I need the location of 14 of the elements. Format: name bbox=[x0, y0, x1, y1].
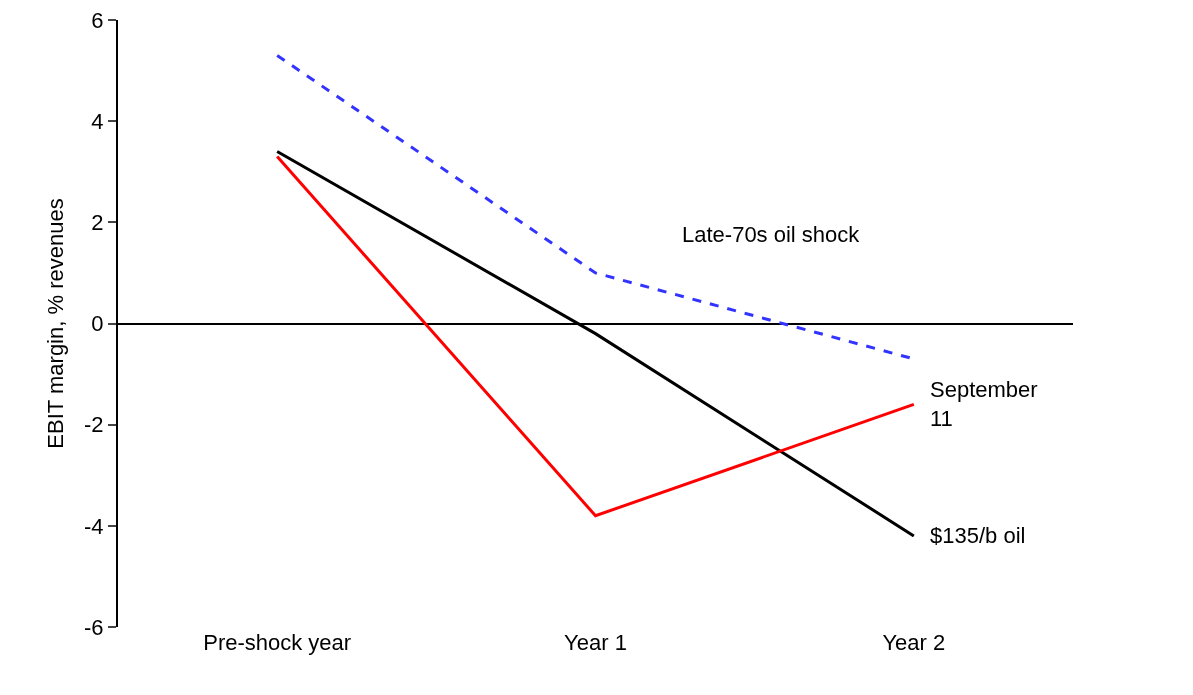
series-label: September 11 bbox=[930, 377, 1038, 431]
y-tick-label: 4 bbox=[91, 108, 104, 134]
series-label: $135/b oil bbox=[930, 523, 1026, 548]
y-tick-label: -6 bbox=[84, 614, 104, 640]
y-tick-label: 2 bbox=[91, 210, 104, 236]
x-tick-label: Year 2 bbox=[882, 630, 946, 655]
x-tick-label: Pre-shock year bbox=[203, 630, 352, 655]
y-tick-label: -2 bbox=[84, 412, 104, 438]
x-tick-label: Year 1 bbox=[564, 630, 627, 655]
y-tick-label: 6 bbox=[91, 7, 104, 33]
text: Late-70s oil shock bbox=[682, 222, 861, 247]
y-axis-title: EBIT margin, % revenues bbox=[43, 198, 68, 449]
y-tick-label: 0 bbox=[91, 311, 104, 337]
y-tick-label: -4 bbox=[84, 513, 104, 539]
